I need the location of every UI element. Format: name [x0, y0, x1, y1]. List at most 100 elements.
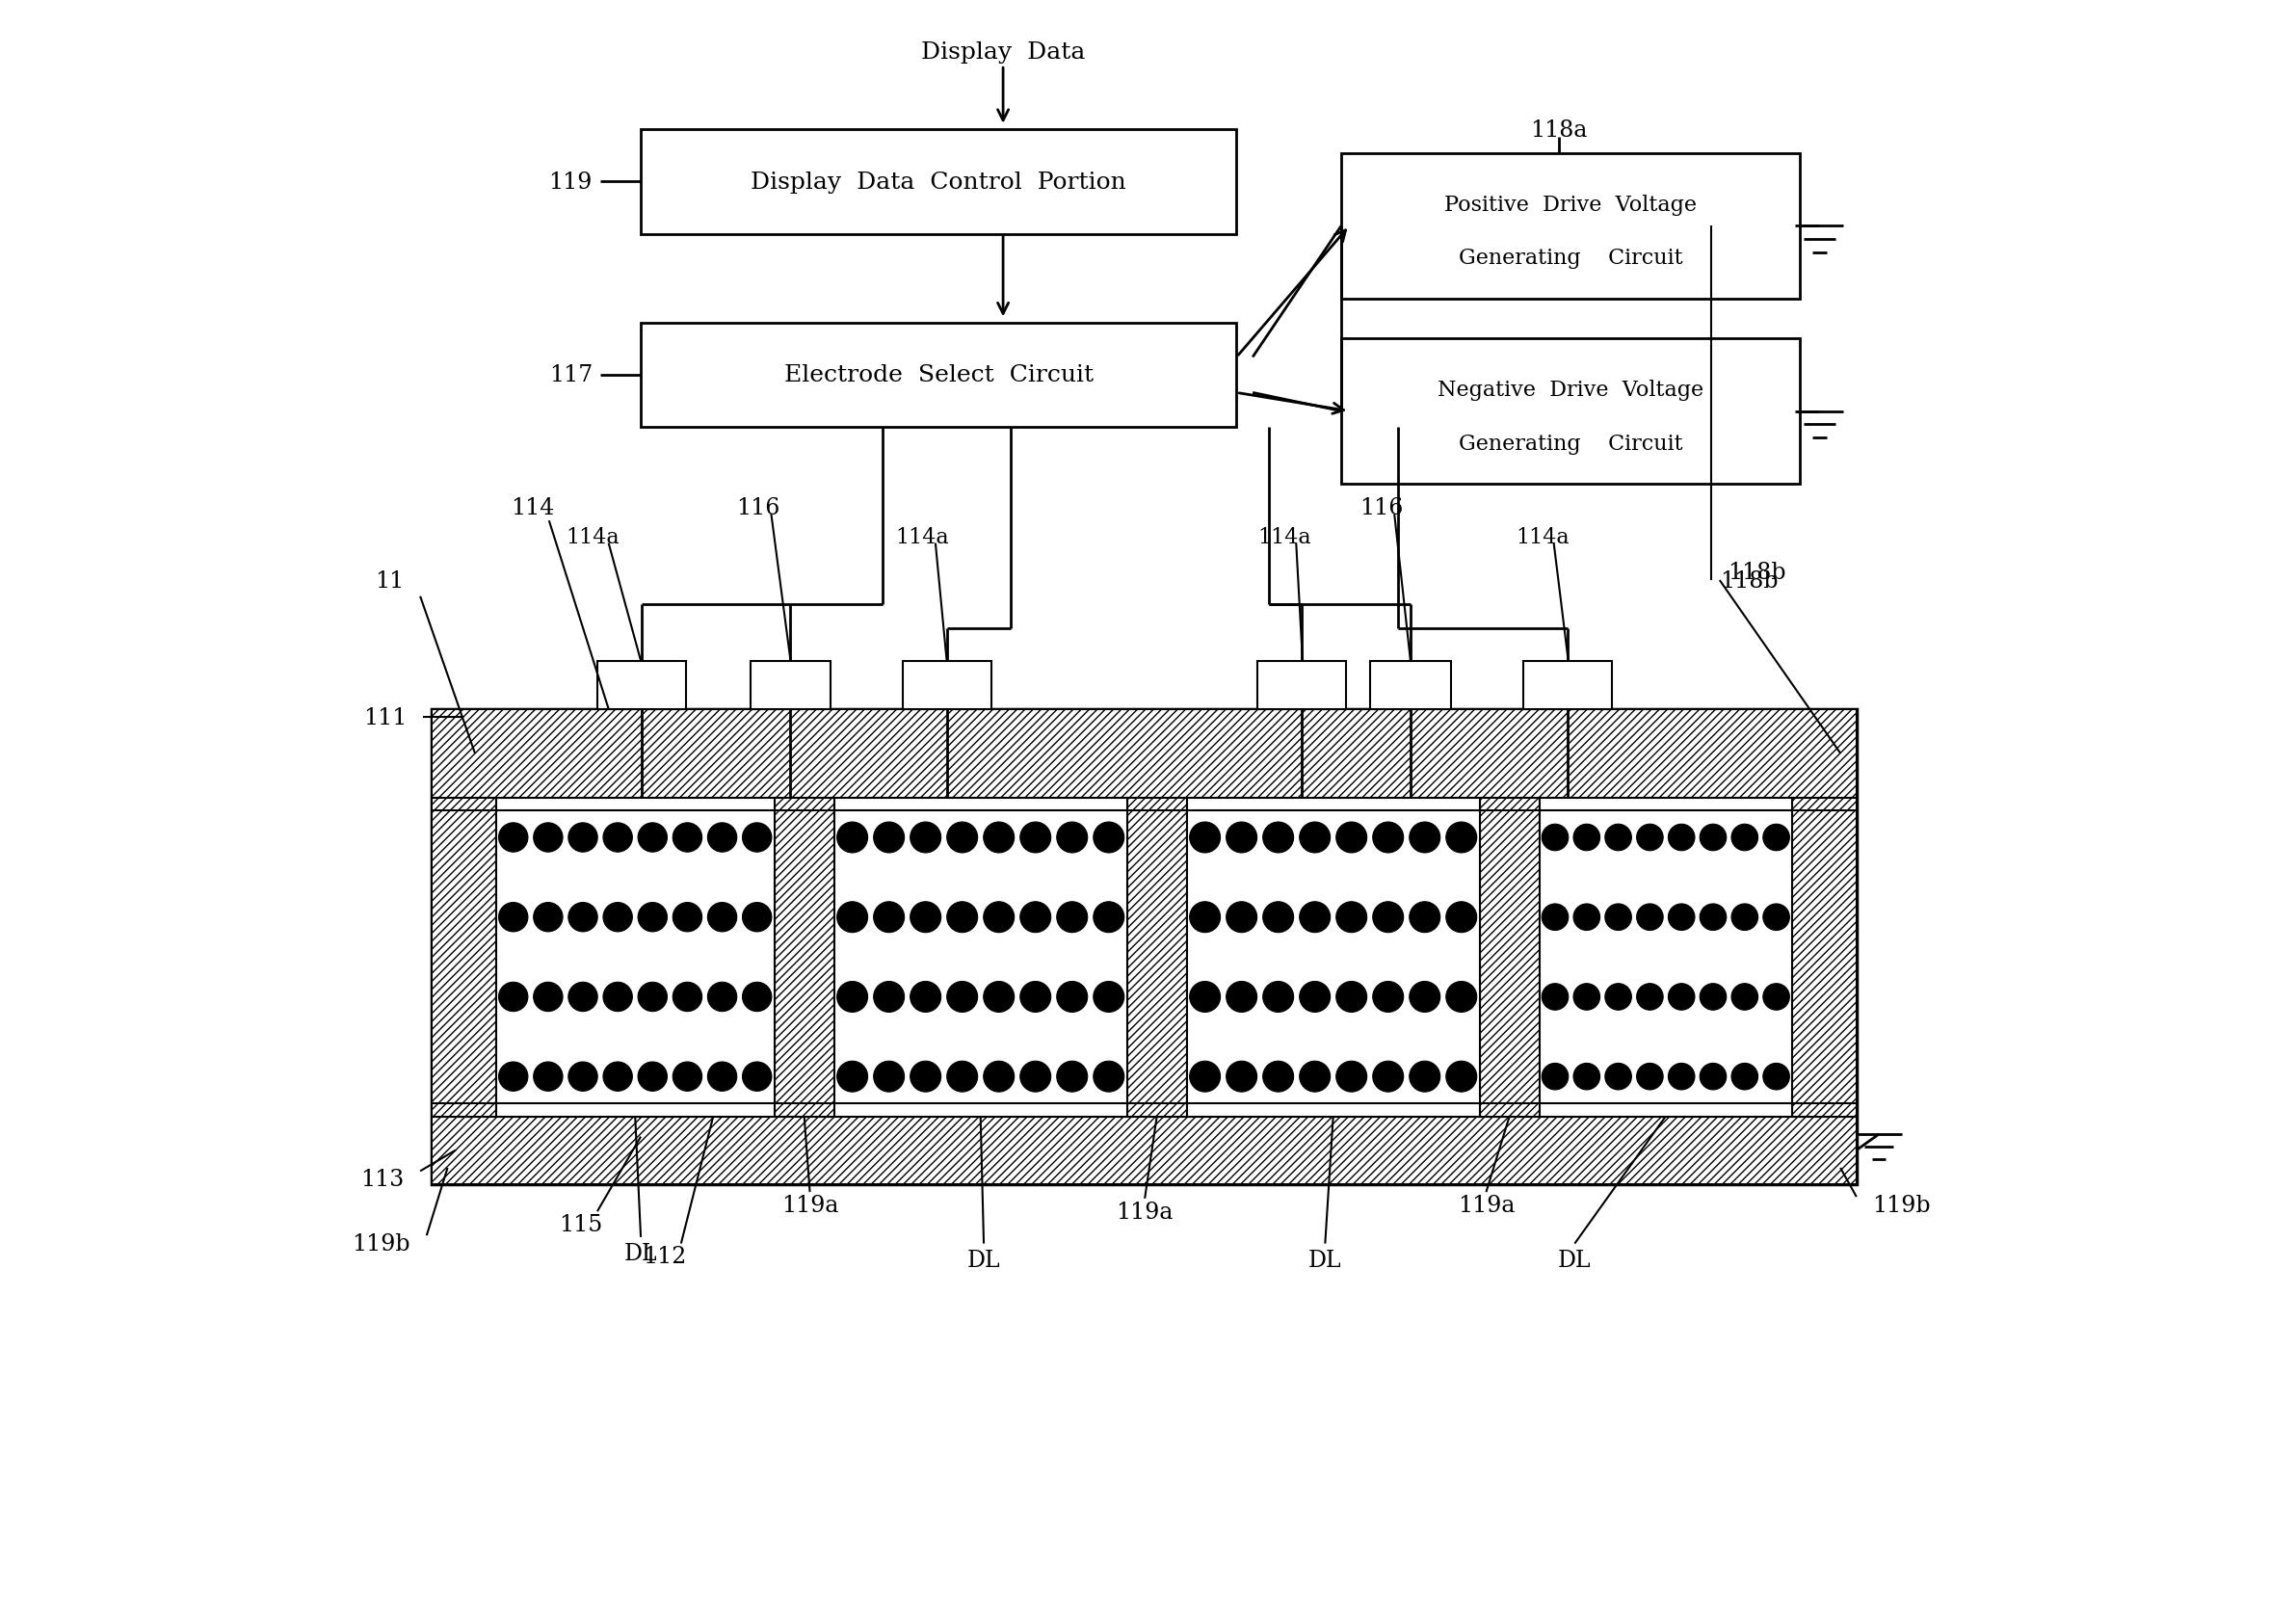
Circle shape	[1731, 824, 1759, 851]
Circle shape	[1763, 824, 1789, 851]
Text: 119: 119	[549, 171, 592, 193]
Circle shape	[1336, 903, 1366, 933]
Circle shape	[533, 903, 563, 932]
Text: 115: 115	[560, 1214, 604, 1235]
Circle shape	[1699, 824, 1727, 851]
Text: 113: 113	[360, 1169, 404, 1190]
Circle shape	[498, 1062, 528, 1091]
Circle shape	[1019, 1061, 1052, 1093]
Circle shape	[1019, 903, 1052, 933]
Text: 119b: 119b	[1874, 1194, 1931, 1215]
Bar	[1187, 798, 1479, 1117]
Text: 11: 11	[374, 569, 404, 592]
Circle shape	[1019, 822, 1052, 853]
Text: 116: 116	[1359, 496, 1403, 519]
Circle shape	[1699, 904, 1727, 930]
Text: 114a: 114a	[1258, 527, 1311, 548]
Text: Electrode  Select  Circuit: Electrode Select Circuit	[783, 364, 1093, 387]
Bar	[1538, 798, 1793, 1117]
Circle shape	[673, 824, 703, 853]
Circle shape	[946, 982, 978, 1012]
Circle shape	[742, 903, 771, 932]
Circle shape	[569, 824, 597, 853]
Text: 118b: 118b	[1727, 561, 1786, 584]
Circle shape	[638, 824, 668, 853]
Circle shape	[1300, 1061, 1329, 1093]
Circle shape	[1093, 982, 1125, 1012]
Circle shape	[1056, 982, 1088, 1012]
Circle shape	[838, 822, 868, 853]
Text: 114a: 114a	[1515, 527, 1568, 548]
Circle shape	[1637, 824, 1662, 851]
Circle shape	[1093, 903, 1125, 933]
Circle shape	[1605, 1064, 1632, 1090]
Circle shape	[1573, 983, 1600, 1011]
Circle shape	[569, 982, 597, 1012]
Circle shape	[838, 903, 868, 933]
Circle shape	[1543, 904, 1568, 930]
Circle shape	[1093, 1061, 1125, 1093]
Circle shape	[604, 824, 631, 853]
Text: 119a: 119a	[1116, 1201, 1173, 1222]
Text: 118b: 118b	[1720, 569, 1777, 592]
Text: 119a: 119a	[781, 1194, 838, 1215]
Circle shape	[1336, 1061, 1366, 1093]
Circle shape	[1410, 1061, 1440, 1093]
Circle shape	[707, 982, 737, 1012]
Circle shape	[946, 822, 978, 853]
Bar	[751, 661, 831, 709]
Circle shape	[1669, 983, 1694, 1011]
Circle shape	[604, 903, 631, 932]
Bar	[1793, 798, 1857, 1117]
Circle shape	[742, 982, 771, 1012]
Circle shape	[1731, 983, 1759, 1011]
Text: 114: 114	[512, 496, 556, 519]
Text: Negative  Drive  Voltage: Negative Drive Voltage	[1437, 379, 1704, 401]
Bar	[432, 1117, 1857, 1185]
Circle shape	[1263, 903, 1293, 933]
Bar	[774, 798, 833, 1117]
Circle shape	[1669, 1064, 1694, 1090]
Circle shape	[569, 1062, 597, 1091]
Text: 117: 117	[549, 364, 592, 387]
Circle shape	[1446, 982, 1476, 1012]
Circle shape	[498, 982, 528, 1012]
Circle shape	[1300, 982, 1329, 1012]
Circle shape	[872, 1061, 905, 1093]
Bar	[902, 661, 992, 709]
Bar	[496, 798, 774, 1117]
Circle shape	[1605, 983, 1632, 1011]
Circle shape	[1763, 983, 1789, 1011]
Circle shape	[673, 903, 703, 932]
Text: 119b: 119b	[351, 1233, 411, 1254]
Text: DL: DL	[625, 1243, 657, 1264]
Circle shape	[604, 1062, 631, 1091]
Circle shape	[1336, 982, 1366, 1012]
Circle shape	[1056, 1061, 1088, 1093]
Circle shape	[1543, 824, 1568, 851]
Circle shape	[1543, 1064, 1568, 1090]
Text: Generating    Circuit: Generating Circuit	[1458, 434, 1683, 455]
Circle shape	[1056, 903, 1088, 933]
Text: DL: DL	[1559, 1249, 1591, 1270]
Circle shape	[983, 903, 1015, 933]
Circle shape	[872, 822, 905, 853]
Circle shape	[983, 982, 1015, 1012]
Circle shape	[1410, 822, 1440, 853]
Circle shape	[673, 982, 703, 1012]
Circle shape	[1226, 822, 1256, 853]
Circle shape	[1543, 983, 1568, 1011]
Circle shape	[1056, 822, 1088, 853]
Circle shape	[569, 903, 597, 932]
Circle shape	[707, 903, 737, 932]
Text: 114a: 114a	[565, 527, 620, 548]
Circle shape	[1573, 904, 1600, 930]
Circle shape	[1373, 903, 1403, 933]
Bar	[432, 709, 1857, 1185]
Circle shape	[1605, 824, 1632, 851]
Text: Display  Data  Control  Portion: Display Data Control Portion	[751, 171, 1127, 193]
Circle shape	[909, 1061, 941, 1093]
Circle shape	[1637, 1064, 1662, 1090]
Bar	[597, 661, 687, 709]
Circle shape	[1300, 903, 1329, 933]
